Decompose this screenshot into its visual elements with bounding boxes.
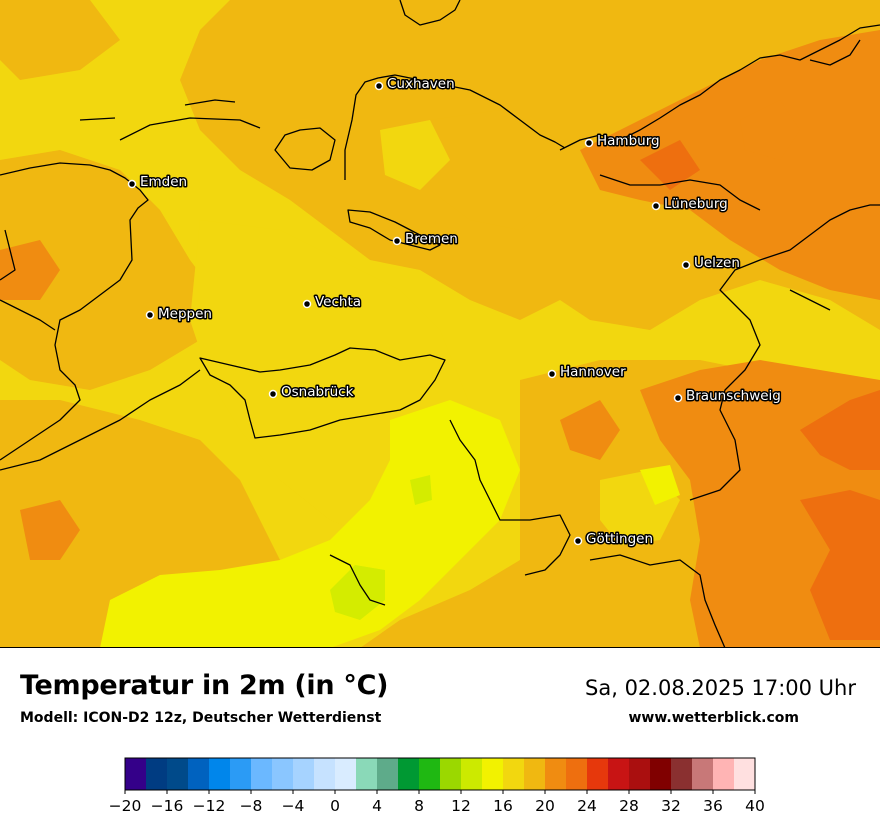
city-label: Vechta	[315, 294, 361, 310]
city-label: Hamburg	[597, 133, 660, 149]
legend-border	[124, 757, 756, 791]
legend-tick-label: 40	[745, 797, 765, 815]
legend-swatch	[503, 758, 525, 790]
legend-swatch	[608, 758, 630, 790]
legend-tick-label: 20	[535, 797, 555, 815]
legend-tick-label: −8	[240, 797, 263, 815]
legend-tick-label: −20	[109, 797, 142, 815]
city-dot-icon	[127, 179, 137, 189]
legend-swatch	[125, 758, 147, 790]
temperature-zones-dark-orange	[640, 140, 880, 640]
city-dot-icon	[145, 310, 155, 320]
city-dot-icon	[268, 389, 278, 399]
city-hamburg: Hamburg	[584, 132, 661, 151]
temperature-map: Cuxhaven Hamburg Emden Lüneburg Bremen U…	[0, 0, 880, 648]
city-label: Uelzen	[694, 255, 740, 271]
legend-tick-label: −4	[282, 797, 305, 815]
legend-swatch	[629, 758, 651, 790]
color-legend: −20 −16 −12 −8 −4 0 4 8 12 16 20 24 28 32 36 40	[0, 750, 880, 830]
city-label: Göttingen	[586, 531, 653, 547]
legend-tick-label: −16	[151, 797, 184, 815]
legend-swatch	[461, 758, 483, 790]
city-cuxhaven: Cuxhaven	[374, 75, 456, 94]
coastline-and-borders	[0, 0, 880, 647]
legend-tick-label: 8	[414, 797, 424, 815]
legend-swatch	[335, 758, 357, 790]
legend-tick-label: 16	[493, 797, 513, 815]
city-label: Meppen	[158, 306, 212, 322]
city-meppen: Meppen	[145, 305, 213, 324]
legend-tick-label: 4	[372, 797, 382, 815]
legend-swatch	[293, 758, 315, 790]
city-dot-icon	[302, 299, 312, 309]
city-label: Cuxhaven	[387, 76, 455, 92]
legend-swatch	[230, 758, 252, 790]
city-label: Lüneburg	[664, 196, 728, 212]
legend-swatch	[587, 758, 609, 790]
map-subtitle: Modell: ICON-D2 12z, Deutscher Wetterdie…	[20, 710, 382, 726]
city-bremen: Bremen	[392, 230, 459, 249]
legend-ticks: −20 −16 −12 −8 −4 0 4 8 12 16 20 24 28 32 36 40	[109, 790, 765, 815]
city-braunschweig: Braunschweig	[673, 387, 782, 406]
city-dot-icon	[573, 536, 583, 546]
legend-tick-label: 32	[661, 797, 681, 815]
city-uelzen: Uelzen	[681, 254, 741, 273]
legend-swatch	[671, 758, 693, 790]
city-dot-icon	[584, 138, 594, 148]
city-vechta: Vechta	[302, 293, 363, 312]
legend-swatch	[356, 758, 378, 790]
forecast-datetime: Sa, 02.08.2025 17:00 Uhr	[585, 676, 856, 700]
legend-swatch	[650, 758, 672, 790]
legend-swatch	[167, 758, 189, 790]
legend-swatch	[272, 758, 294, 790]
legend-swatch	[566, 758, 588, 790]
legend-swatch	[734, 758, 756, 790]
legend-swatch	[398, 758, 420, 790]
legend-swatch	[146, 758, 168, 790]
city-label: Braunschweig	[686, 388, 781, 404]
city-emden: Emden	[127, 173, 189, 192]
temperature-zones-yellow-green	[330, 475, 432, 620]
legend-swatch	[251, 758, 273, 790]
city-lueneburg: Lüneburg	[651, 195, 729, 214]
legend-swatch	[692, 758, 714, 790]
city-dot-icon	[681, 260, 691, 270]
legend-tick-label: 24	[577, 797, 597, 815]
city-label: Emden	[140, 174, 187, 190]
website-link[interactable]: www.wetterblick.com	[628, 710, 800, 726]
legend-swatch	[314, 758, 336, 790]
city-osnabrueck: Osnabrück	[268, 383, 355, 402]
city-dot-icon	[651, 201, 661, 211]
city-hannover: Hannover	[547, 363, 628, 382]
legend-swatch	[524, 758, 546, 790]
legend-tick-label: −12	[193, 797, 226, 815]
city-dot-icon	[673, 393, 683, 403]
city-label: Osnabrück	[281, 384, 354, 400]
legend-swatch	[419, 758, 441, 790]
legend-swatch	[545, 758, 567, 790]
legend-tick-label: 28	[619, 797, 639, 815]
city-dot-icon	[547, 369, 557, 379]
legend-swatch	[713, 758, 735, 790]
legend-swatch	[482, 758, 504, 790]
legend-swatch	[440, 758, 462, 790]
city-label: Hannover	[560, 364, 626, 380]
city-dot-icon	[392, 236, 402, 246]
city-dot-icon	[374, 81, 384, 91]
legend-swatch	[377, 758, 399, 790]
map-canvas: Cuxhaven Hamburg Emden Lüneburg Bremen U…	[0, 0, 880, 647]
city-markers: Cuxhaven Hamburg Emden Lüneburg Bremen U…	[127, 75, 782, 549]
legend-swatch	[188, 758, 210, 790]
city-label: Bremen	[405, 231, 458, 247]
legend-swatch	[209, 758, 231, 790]
city-goettingen: Göttingen	[573, 530, 655, 549]
legend-tick-label: 36	[703, 797, 723, 815]
legend-tick-label: 0	[330, 797, 340, 815]
legend-tick-label: 12	[451, 797, 471, 815]
legend-canvas: −20 −16 −12 −8 −4 0 4 8 12 16 20 24 28 32 36 40	[109, 757, 765, 815]
legend-color-bar	[125, 758, 756, 790]
temperature-zones-cool-yellow	[100, 400, 680, 647]
map-title: Temperatur in 2m (in °C)	[20, 670, 389, 701]
